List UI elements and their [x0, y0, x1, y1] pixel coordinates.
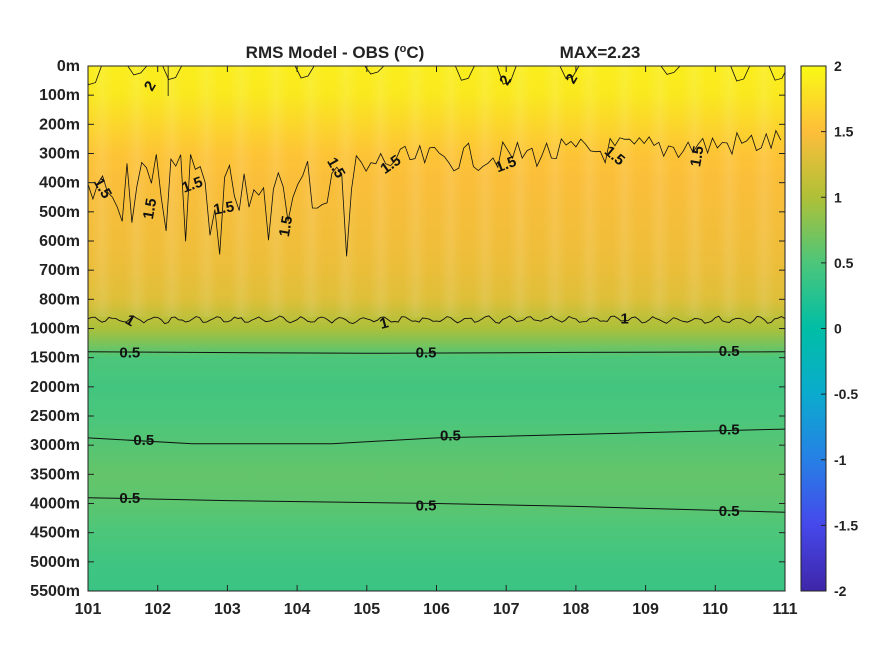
contour-label: 0.5 — [719, 343, 740, 360]
y-tick-label: 0m — [57, 58, 80, 75]
y-tick-label: 3500m — [30, 466, 80, 483]
colorbar-tick-label: -1 — [834, 452, 847, 468]
contour-label: 1.5 — [493, 153, 518, 176]
y-tick-label: 800m — [39, 291, 80, 308]
x-tick-label: 102 — [144, 601, 171, 618]
y-tick-label: 1000m — [30, 321, 80, 338]
contour-label: 1.5 — [212, 198, 235, 218]
x-tick-label: 108 — [563, 601, 590, 618]
heatmap-field — [88, 66, 785, 591]
contour-line-1 — [88, 315, 785, 325]
y-tick-label: 600m — [39, 233, 80, 250]
contour-label: 1.5 — [687, 145, 707, 168]
x-tick-label: 105 — [353, 601, 380, 618]
y-tick-label: 100m — [39, 87, 80, 104]
x-axis: 101 102 103 104 105 106 107 108 109 110 111 — [75, 66, 798, 618]
x-tick-label: 107 — [493, 601, 520, 618]
x-tick-label: 101 — [75, 601, 102, 618]
contour-label: 1 — [621, 311, 629, 328]
y-tick-label: 2000m — [30, 379, 80, 396]
x-tick-label: 103 — [214, 601, 241, 618]
y-tick-label: 5500m — [30, 583, 80, 600]
y-tick-label: 3000m — [30, 437, 80, 454]
contour-line-2 — [768, 66, 785, 81]
contour-line-2 — [294, 66, 315, 79]
y-tick-label: 300m — [39, 146, 80, 163]
colorbar-tick-label: 0.5 — [834, 255, 854, 271]
contour-label: 0.5 — [133, 432, 154, 449]
colorbar-tick-label: -0.5 — [834, 386, 858, 402]
x-tick-label: 104 — [284, 601, 311, 618]
y-tick-label: 500m — [39, 204, 80, 221]
colorbar-tick-label: -1.5 — [834, 517, 858, 533]
max-label: MAX=2.23 — [560, 43, 641, 62]
contour-line-2 — [364, 66, 385, 75]
y-tick-label: 400m — [39, 175, 80, 192]
contour-line-0.5 — [88, 428, 785, 445]
x-tick-label: 106 — [423, 601, 450, 618]
contour-line-0.5 — [88, 497, 785, 513]
contour-label: 0.5 — [719, 503, 740, 520]
contour-label: 1.5 — [140, 197, 160, 220]
y-tick-label: 4000m — [30, 496, 80, 513]
contour-line-2 — [660, 66, 681, 75]
x-tick-label: 109 — [632, 601, 659, 618]
chart-title: RMS Model - OBS (oC) — [246, 43, 425, 62]
contour-label: 0.5 — [119, 344, 140, 361]
y-tick-label: 5000m — [30, 554, 80, 571]
contour-label: 0.5 — [416, 497, 437, 514]
contour-line-0.5 — [88, 351, 785, 354]
contour-line-2 — [88, 66, 102, 86]
contour-label: 0.5 — [416, 344, 437, 361]
contour-line-2 — [730, 66, 751, 82]
colorbar-tick-label: 0 — [834, 321, 842, 337]
contour-line-2 — [455, 66, 475, 81]
colorbar-axis: 2 1.5 1 0.5 0 -0.5 -1 -1.5 -2 — [821, 58, 858, 599]
y-axis: 0m 100m 200m 300m 400m 500m 600m 700m 800m 1000m 1… — [30, 58, 785, 600]
y-tick-label: 700m — [39, 262, 80, 279]
colorbar-tick-label: -2 — [834, 583, 847, 599]
x-tick-label: 110 — [702, 601, 728, 618]
contour-label: 1.5 — [276, 215, 296, 238]
contour-line-2 — [127, 66, 148, 76]
contour-label: 1.5 — [180, 174, 205, 197]
colorbar-tick-label: 1 — [834, 189, 842, 205]
contour-line-2 — [496, 66, 517, 85]
y-tick-label: 1500m — [30, 350, 80, 367]
contour-lines — [88, 66, 785, 513]
y-tick-label: 2500m — [30, 408, 80, 425]
colorbar-tick-label: 2 — [834, 58, 842, 74]
contour-label: 0.5 — [719, 422, 740, 439]
y-tick-label: 4500m — [30, 525, 80, 542]
contour-line-2 — [162, 66, 182, 81]
colorbar-tick-label: 1.5 — [834, 124, 854, 140]
x-tick-label: 111 — [773, 601, 798, 618]
plot-area: 2 2 21.51.51.51.51.51.5 1.5 1.5 1.5 1.51 1 10.5 0… — [88, 66, 785, 591]
contour-label: 0.5 — [440, 427, 461, 444]
contour-line-1.5 — [88, 129, 782, 257]
contour-label: 0.5 — [119, 490, 140, 507]
y-tick-label: 200m — [39, 116, 80, 133]
